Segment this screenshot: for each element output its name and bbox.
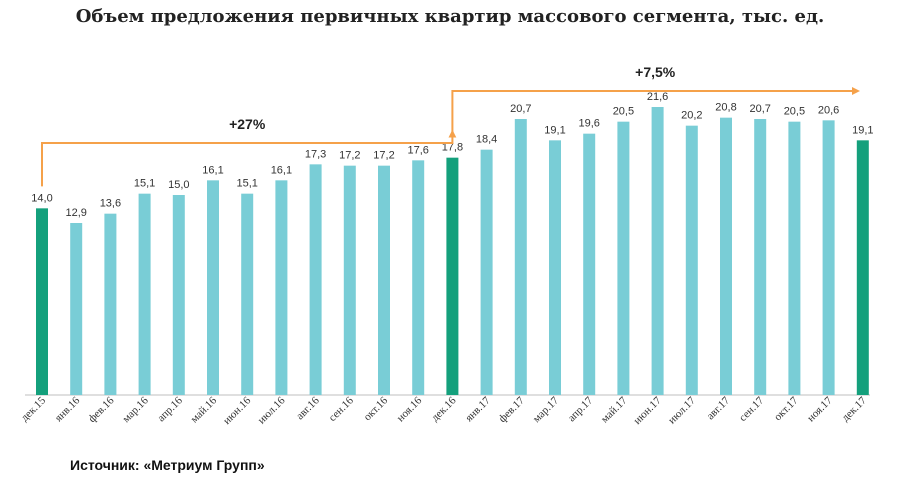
x-tick-label: дек.15 <box>19 394 49 424</box>
x-tick-label: дек.16 <box>429 394 459 424</box>
value-label: 19,6 <box>578 118 599 130</box>
value-label: 14,0 <box>31 192 52 204</box>
value-label: 20,8 <box>715 102 736 114</box>
value-label: 21,6 <box>647 91 668 103</box>
bar-сен.16 <box>343 165 356 395</box>
x-tick-label: янв.16 <box>53 394 83 424</box>
x-tick-label: апр.17 <box>566 394 596 424</box>
x-tick-label: мар.17 <box>531 394 562 425</box>
x-tick-label: май.17 <box>599 394 630 425</box>
bar-май.17 <box>617 121 630 396</box>
x-tick-label: мар.16 <box>120 394 151 425</box>
bar-окт.16 <box>378 165 390 395</box>
bar-авг.16 <box>309 164 322 395</box>
x-tick-label: авг.16 <box>294 394 322 422</box>
growth-annotation-label: +27% <box>229 116 266 132</box>
x-tick-label: ноя.16 <box>395 394 425 424</box>
value-label: 18,4 <box>476 134 497 146</box>
x-tick-label: фев.16 <box>86 394 117 425</box>
x-tick-label: май.16 <box>188 394 219 425</box>
bar-мар.17 <box>549 140 561 395</box>
value-label: 20,6 <box>818 104 839 116</box>
value-label: 16,1 <box>271 164 292 176</box>
bar-фев.17 <box>514 119 527 395</box>
bar-ноя.16 <box>412 160 425 395</box>
x-tick-label: янв.17 <box>463 394 493 424</box>
x-tick-label: июл.17 <box>666 394 698 426</box>
bar-апр.17 <box>583 133 596 395</box>
x-tick-label: сен.16 <box>327 394 357 424</box>
source-note: Источник: «Метриум Групп» <box>70 457 265 473</box>
value-label: 20,2 <box>681 110 702 122</box>
x-tick-label: ноя.17 <box>805 394 835 424</box>
x-tick-label: дек.17 <box>840 394 870 424</box>
value-label: 20,5 <box>784 106 805 118</box>
bar-авг.17 <box>720 117 732 396</box>
x-tick-label: июн.17 <box>631 394 664 427</box>
value-label: 17,3 <box>305 148 326 160</box>
bar-дек.15 <box>36 208 48 395</box>
bar-апр.16 <box>172 195 185 395</box>
chart-title: Объем предложения первичных квартир масс… <box>75 6 825 27</box>
bar-янв.16 <box>70 223 83 395</box>
x-tick-label: июл.16 <box>256 394 288 426</box>
value-label: 15,1 <box>236 178 257 190</box>
value-label: 19,1 <box>852 124 873 136</box>
bar-мар.16 <box>138 193 151 395</box>
value-label: 20,7 <box>749 103 770 115</box>
value-label: 17,2 <box>373 150 394 162</box>
bar-июн.16 <box>241 193 254 395</box>
bar-дек.16 <box>446 157 459 395</box>
value-label: 15,1 <box>134 178 155 190</box>
x-tick-label: сен.17 <box>737 394 767 424</box>
growth-arrow <box>41 129 457 187</box>
bar-фев.16 <box>104 213 117 395</box>
x-tick-label: апр.16 <box>155 394 185 424</box>
bar-сен.17 <box>754 119 767 395</box>
growth-annotation-label: +7,5% <box>635 64 676 80</box>
value-label: 17,2 <box>339 150 360 162</box>
bar-янв.17 <box>480 149 493 395</box>
x-tick-label: окт.17 <box>772 394 801 423</box>
bar-окт.17 <box>788 121 801 396</box>
bar-май.16 <box>207 180 219 395</box>
value-label: 19,1 <box>544 124 565 136</box>
value-label: 15,0 <box>168 179 189 191</box>
x-tick-label: окт.16 <box>362 394 391 423</box>
x-tick-label: авг.17 <box>704 394 732 422</box>
value-label: 20,7 <box>510 103 531 115</box>
value-label: 13,6 <box>100 198 121 210</box>
x-tick-label: июн.16 <box>221 394 254 427</box>
bar-ноя.17 <box>822 120 835 395</box>
bar-дек.17 <box>856 140 869 395</box>
value-label: 17,6 <box>407 144 428 156</box>
value-label: 16,1 <box>202 164 223 176</box>
value-label: 12,9 <box>65 207 86 219</box>
bar-июл.16 <box>275 180 288 395</box>
x-tick-label: фев.17 <box>497 394 528 425</box>
growth-arrow <box>451 87 860 136</box>
bar-июн.17 <box>651 107 664 395</box>
value-label: 17,8 <box>442 142 463 154</box>
value-label: 20,5 <box>613 106 634 118</box>
bar-июл.17 <box>685 125 698 396</box>
